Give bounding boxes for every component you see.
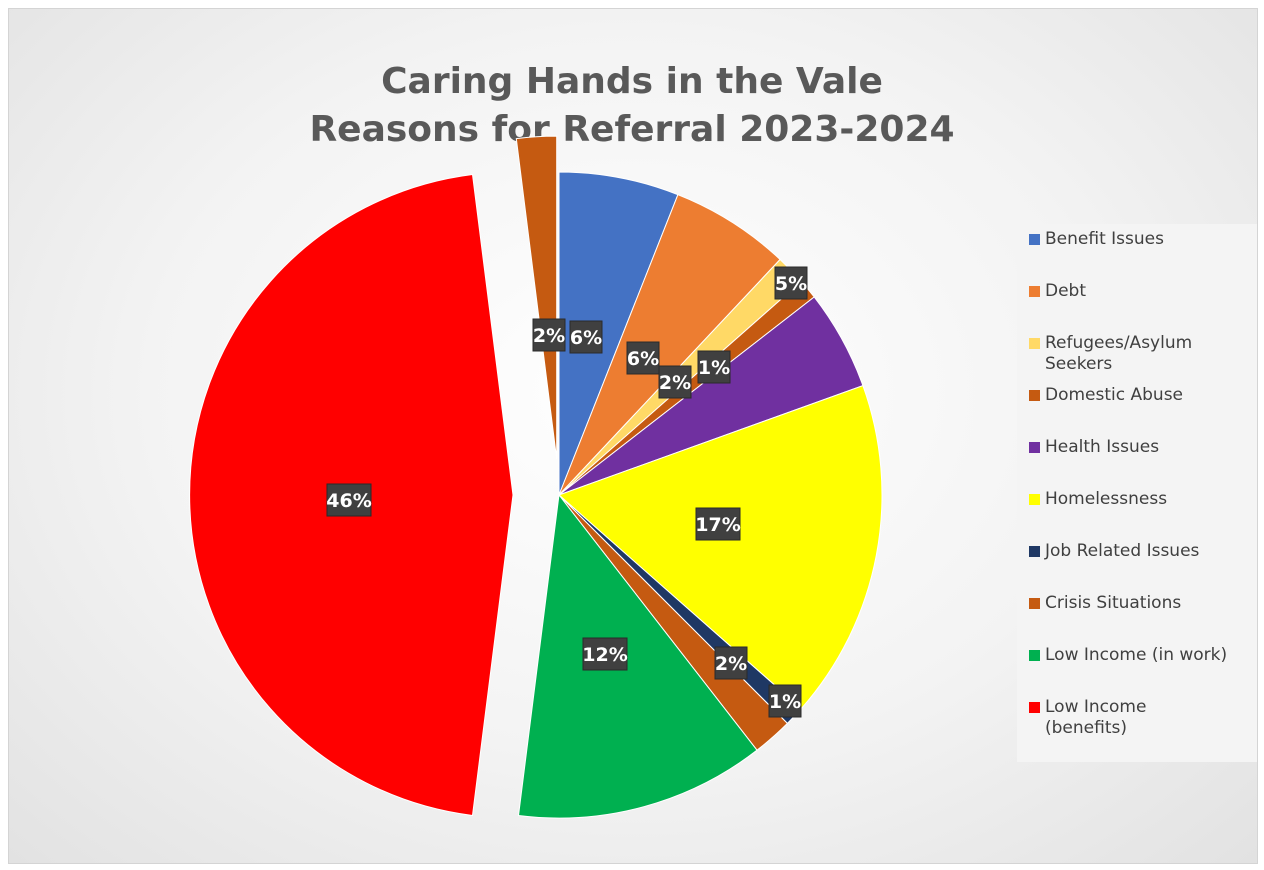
data-labels: 6%6%2%1%5%17%1%2%12%46%2% [326, 266, 808, 718]
legend-item: Health Issues [1029, 436, 1259, 458]
legend-item: Job Related Issues [1029, 540, 1259, 562]
legend-label: Health Issues [1045, 436, 1159, 458]
data-label-text: 1% [698, 357, 730, 379]
data-label-text: 1% [769, 691, 801, 713]
legend-swatch [1029, 494, 1040, 505]
legend-label-line: (benefits) [1045, 718, 1127, 738]
data-label-text: 6% [627, 348, 659, 370]
data-label: 46% [326, 483, 372, 517]
data-label: 2% [532, 318, 566, 352]
legend-label: Low Income (benefits) [1045, 696, 1146, 738]
data-label-text: 2% [715, 653, 747, 675]
legend-label-line: Crisis Situations [1045, 593, 1182, 613]
legend-swatch [1029, 234, 1040, 245]
data-label: 17% [695, 507, 741, 541]
pie-slice-debt [558, 194, 781, 496]
legend: Benefit Issues Debt Refugees/Asylum Seekers… [1017, 224, 1257, 762]
data-label: 2% [714, 646, 748, 680]
legend-item: Benefit Issues [1029, 228, 1259, 250]
legend-label-line: Debt [1045, 281, 1087, 301]
data-label-box [695, 507, 741, 541]
legend-label: Benefit Issues [1045, 228, 1164, 250]
data-label: 6% [626, 341, 660, 375]
legend-label: Domestic Abuse [1045, 384, 1183, 406]
data-label-box [774, 266, 808, 300]
data-label: 6% [569, 320, 603, 354]
data-label: 1% [697, 350, 731, 384]
data-label-text: 46% [326, 490, 371, 512]
legend-label-line: Job Related Issues [1045, 541, 1200, 561]
data-label-text: 6% [570, 327, 602, 349]
legend-label: Debt [1045, 280, 1086, 302]
legend-label: Refugees/Asylum Seekers [1045, 332, 1192, 374]
legend-item: Low Income (benefits) [1029, 696, 1259, 738]
data-label-text: 5% [775, 273, 807, 295]
data-label-box [768, 684, 802, 718]
legend-item: Low Income (in work) [1029, 644, 1259, 666]
legend-swatch [1029, 390, 1040, 401]
legend-item: Domestic Abuse [1029, 384, 1259, 406]
data-label: 1% [768, 684, 802, 718]
data-label-box [326, 483, 372, 517]
data-label-text: 17% [695, 514, 740, 536]
data-label: 5% [774, 266, 808, 300]
pie-slice-unlabeled [515, 135, 558, 460]
legend-swatch [1029, 598, 1040, 609]
legend-label-line: Low Income (in work) [1045, 645, 1228, 665]
legend-swatch [1029, 442, 1040, 453]
legend-swatch [1029, 286, 1040, 297]
legend-swatch [1029, 650, 1040, 661]
legend-label: Low Income (in work) [1045, 644, 1227, 666]
data-label-text: 12% [582, 644, 627, 666]
data-label-text: 2% [533, 325, 565, 347]
pie-slice-benefit-issues [558, 171, 679, 496]
data-label-box [582, 637, 628, 671]
legend-label-line: Health Issues [1045, 437, 1160, 457]
chart-title-line-1: Caring Hands in the Vale [381, 61, 883, 102]
legend-label-line: Homelessness [1045, 489, 1168, 509]
legend-item: Homelessness [1029, 488, 1259, 510]
chart-title: Caring Hands in the Vale Reasons for Ref… [0, 58, 1264, 154]
legend-swatch [1029, 702, 1040, 713]
legend-label-line: Refugees/Asylum [1045, 333, 1193, 353]
data-label-box [658, 365, 692, 399]
data-label-box [626, 341, 660, 375]
data-label: 2% [658, 365, 692, 399]
legend-label: Homelessness [1045, 488, 1167, 510]
data-label-box [532, 318, 566, 352]
data-label-box [714, 646, 748, 680]
legend-label-line: Low Income [1045, 697, 1147, 717]
legend-item: Crisis Situations [1029, 592, 1259, 614]
legend-label: Crisis Situations [1045, 592, 1181, 614]
data-label-box [569, 320, 603, 354]
legend-swatch [1029, 546, 1040, 557]
data-label: 12% [582, 637, 628, 671]
chart-title-line-2: Reasons for Referral 2023-2024 [309, 109, 955, 150]
legend-swatch [1029, 338, 1040, 349]
legend-label: Job Related Issues [1045, 540, 1199, 562]
legend-label-line: Seekers [1045, 354, 1113, 374]
legend-label-line: Benefit Issues [1045, 229, 1164, 249]
data-label-box [697, 350, 731, 384]
legend-item: Debt [1029, 280, 1259, 302]
data-label-text: 2% [659, 372, 691, 394]
legend-item: Refugees/Asylum Seekers [1029, 332, 1259, 374]
pie-slice-low-income-in-work [517, 493, 758, 819]
pie-slice-homelessness [558, 384, 883, 710]
legend-label-line: Domestic Abuse [1045, 385, 1184, 405]
